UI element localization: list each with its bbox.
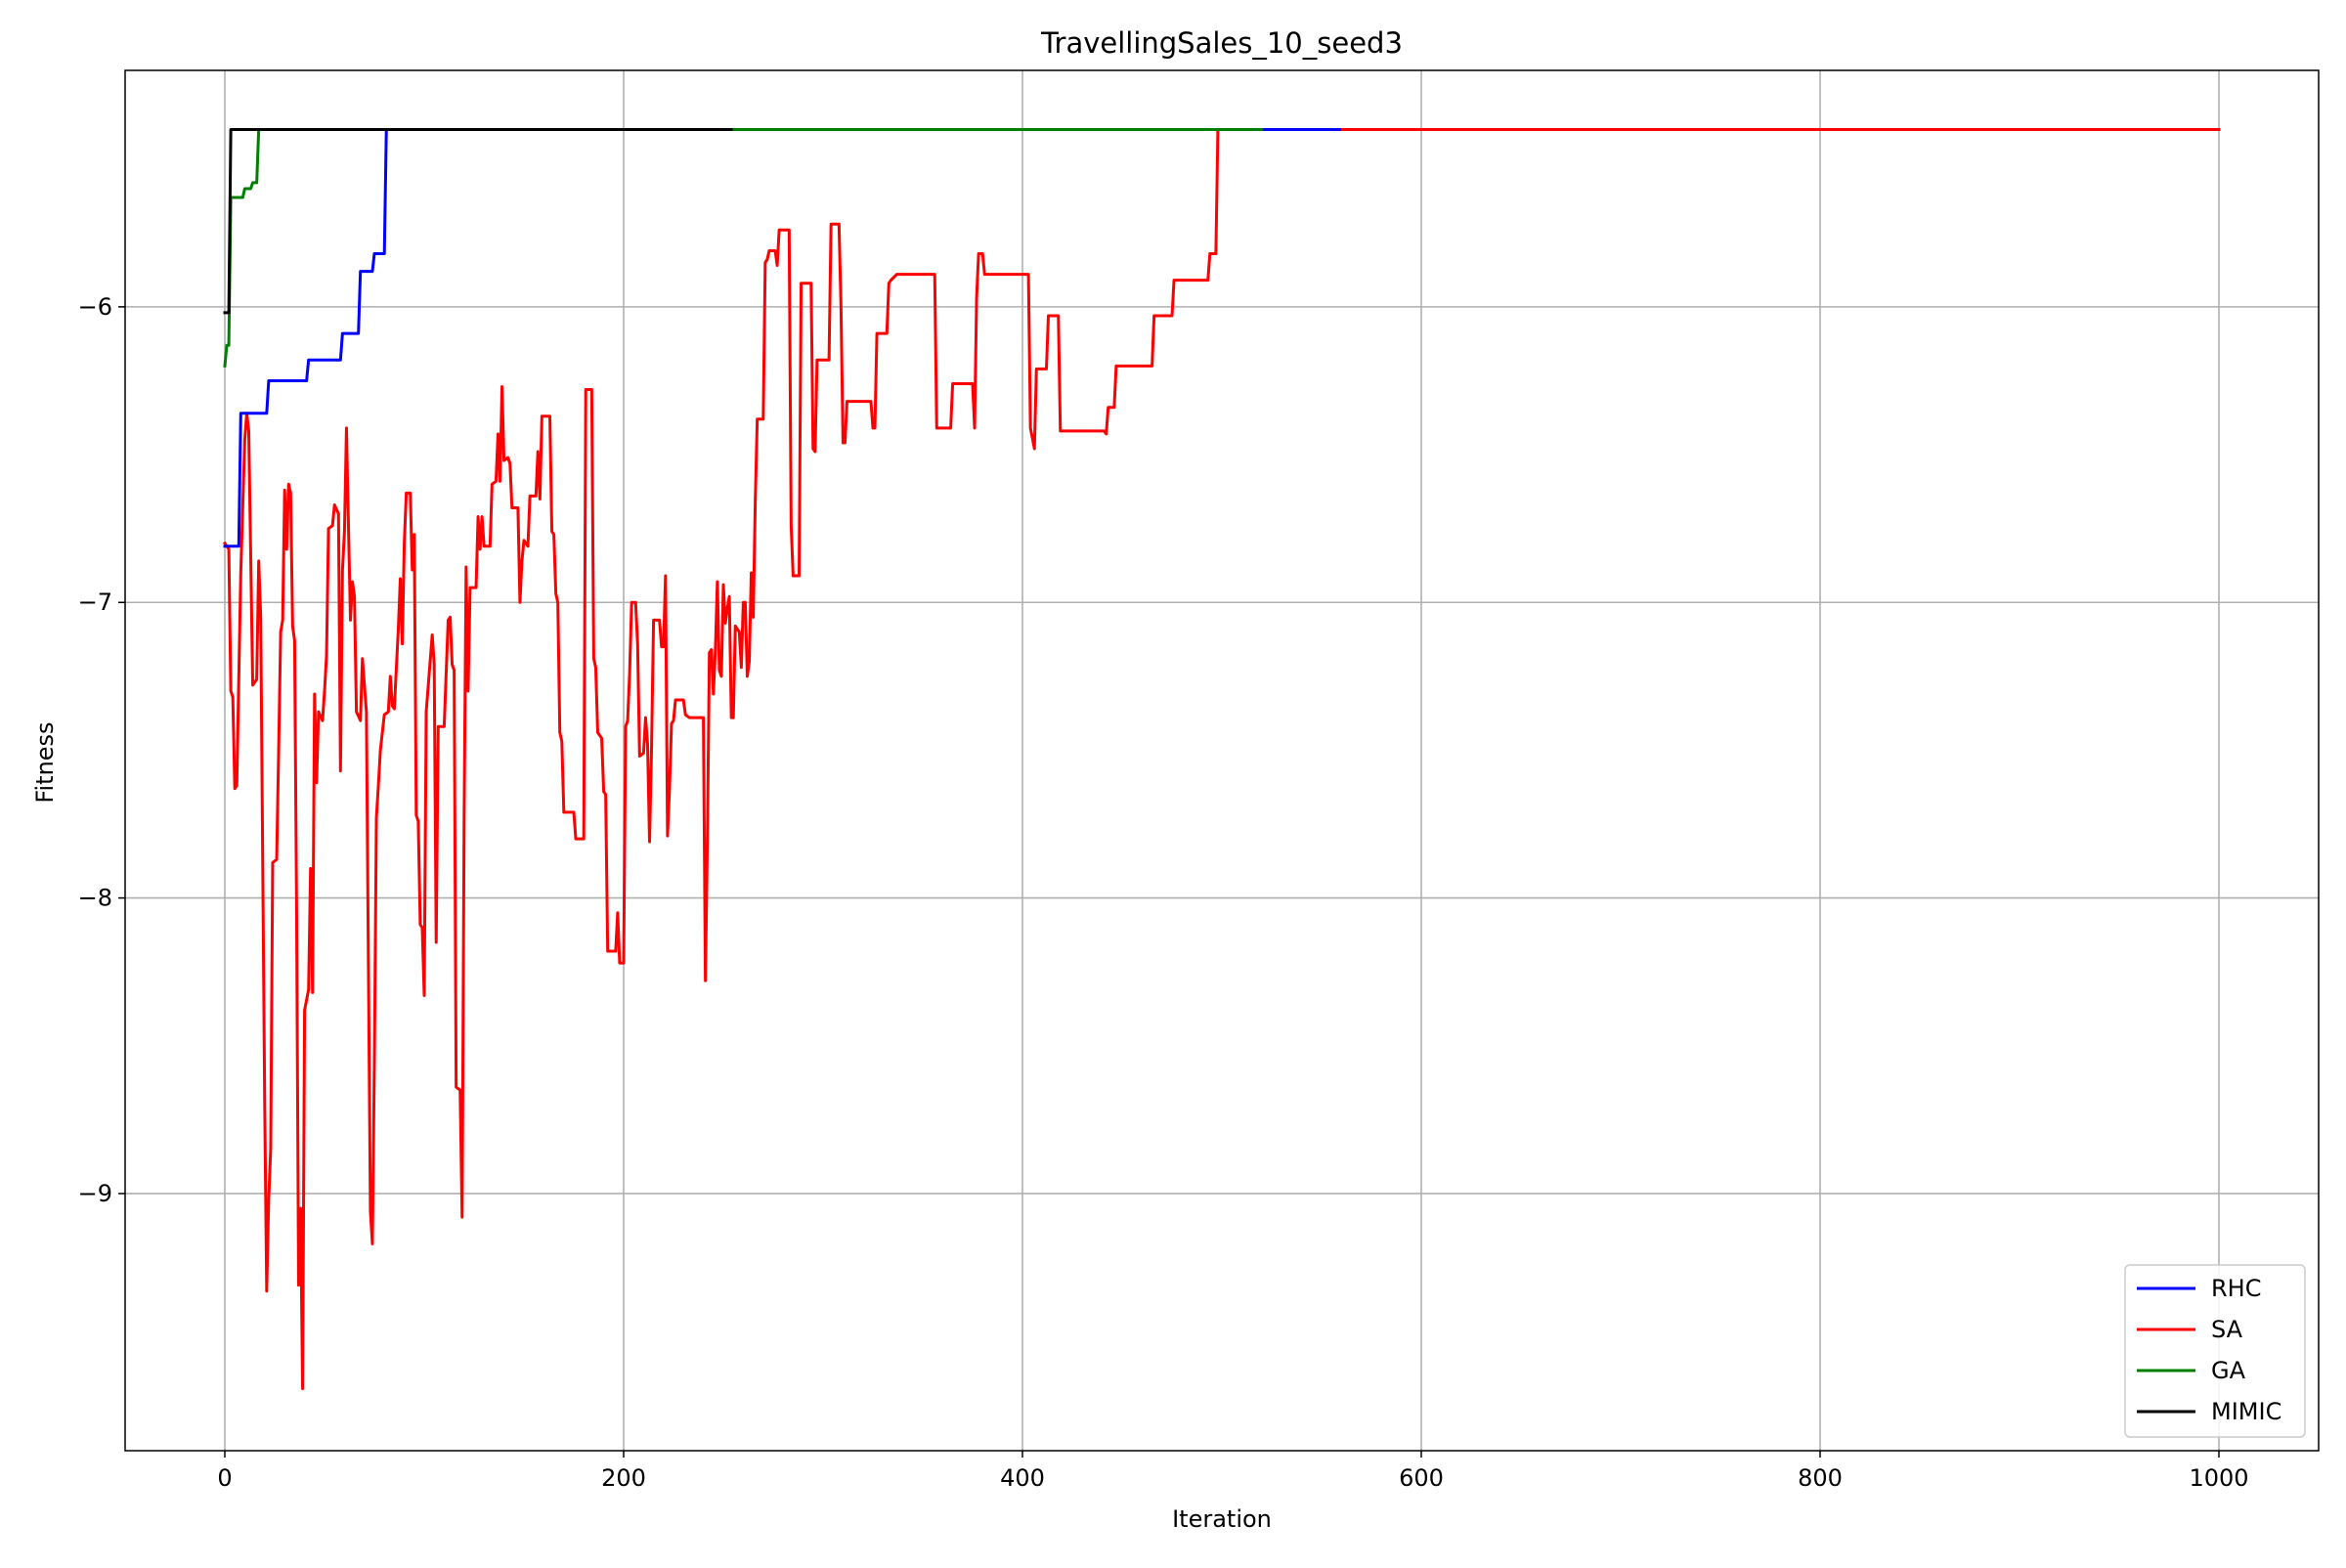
chart-title: TravellingSales_10_seed3 <box>1040 26 1403 60</box>
axis-ticks: 0 200 400 600 800 1000 −9 −8 −7 −6 <box>78 293 2249 1492</box>
x-tick-label: 0 <box>217 1464 232 1492</box>
series-lines <box>222 127 2221 1391</box>
legend: RHC SA GA MIMIC <box>2124 1264 2306 1438</box>
x-tick-label: 800 <box>1798 1464 1843 1492</box>
grid-lines <box>125 70 2319 1451</box>
series-line-rhc <box>223 127 1341 548</box>
x-tick-label: 600 <box>1399 1464 1444 1492</box>
plot-area-frame <box>124 69 2320 1452</box>
series-line-sa <box>222 127 2221 1391</box>
y-tick-label: −8 <box>78 885 112 912</box>
x-tick-label: 1000 <box>2189 1464 2248 1492</box>
legend-label-mimic: MIMIC <box>2211 1398 2281 1425</box>
y-tick-label: −9 <box>78 1180 112 1207</box>
legend-label-sa: SA <box>2211 1316 2243 1343</box>
series-line-ga <box>223 127 1264 368</box>
legend-label-ga: GA <box>2211 1357 2246 1384</box>
x-axis-label: Iteration <box>1172 1505 1272 1533</box>
x-tick-label: 400 <box>1000 1464 1045 1492</box>
x-tick-label: 200 <box>601 1464 646 1492</box>
legend-box <box>2124 1264 2306 1438</box>
y-tick-label: −7 <box>78 588 112 616</box>
legend-label-rhc: RHC <box>2211 1275 2261 1302</box>
y-tick-label: −6 <box>78 293 112 321</box>
series-line-mimic <box>223 127 733 315</box>
y-axis-label: Fitness <box>31 721 59 803</box>
